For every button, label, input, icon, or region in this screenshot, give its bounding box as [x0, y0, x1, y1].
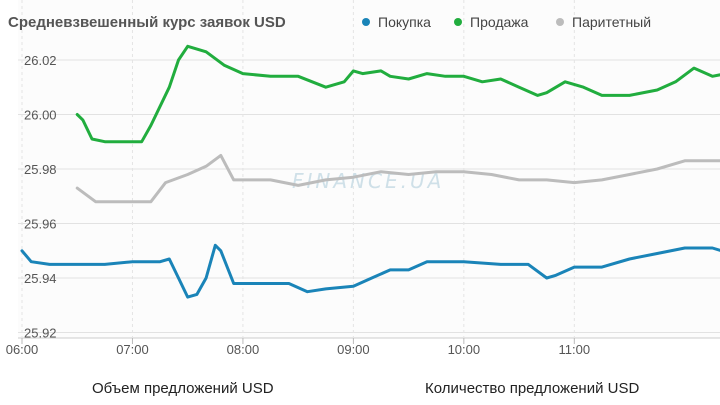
series-line-1 [75, 44, 720, 144]
legend-marker-paritetny [556, 18, 564, 26]
y-tick-label: 25.96 [24, 217, 57, 232]
legend-marker-pokupka [362, 18, 370, 26]
x-tick-label: 09:00 [337, 342, 370, 357]
y-tick-label: 26.00 [24, 107, 57, 122]
x-tick-label: 11:00 [559, 342, 591, 357]
legend-marker-prodazha [454, 18, 462, 26]
y-axis-ticks: 26.02 26.00 25.98 25.96 25.94 25.92 [24, 53, 57, 341]
legend: Покупка Продажа Паритетный [362, 14, 651, 30]
x-axis-ticks: 06:00 07:00 08:00 09:00 10:00 11:00 [6, 338, 590, 357]
series-lines [20, 44, 720, 299]
series-line-0 [20, 243, 720, 299]
y-tick-label: 26.02 [24, 53, 57, 68]
legend-label-pokupka[interactable]: Покупка [378, 14, 431, 30]
x-tick-label: 10:00 [448, 342, 481, 357]
x-tick-label: 08:00 [227, 342, 260, 357]
volume-offers-link[interactable]: Объем предложений USD [92, 380, 274, 397]
legend-label-prodazha[interactable]: Продажа [470, 14, 529, 30]
series-line-2 [75, 153, 720, 204]
x-tick-label: 07:00 [116, 342, 149, 357]
y-tick-label: 25.92 [24, 326, 57, 341]
count-offers-link[interactable]: Количество предложений USD [425, 380, 640, 397]
chart-title: Средневзвешенный курс заявок USD [8, 14, 286, 31]
grid [18, 0, 720, 338]
y-tick-label: 25.94 [24, 271, 57, 286]
y-tick-label: 25.98 [24, 162, 57, 177]
x-tick-label: 06:00 [6, 342, 39, 357]
legend-label-paritetny[interactable]: Паритетный [572, 14, 651, 30]
